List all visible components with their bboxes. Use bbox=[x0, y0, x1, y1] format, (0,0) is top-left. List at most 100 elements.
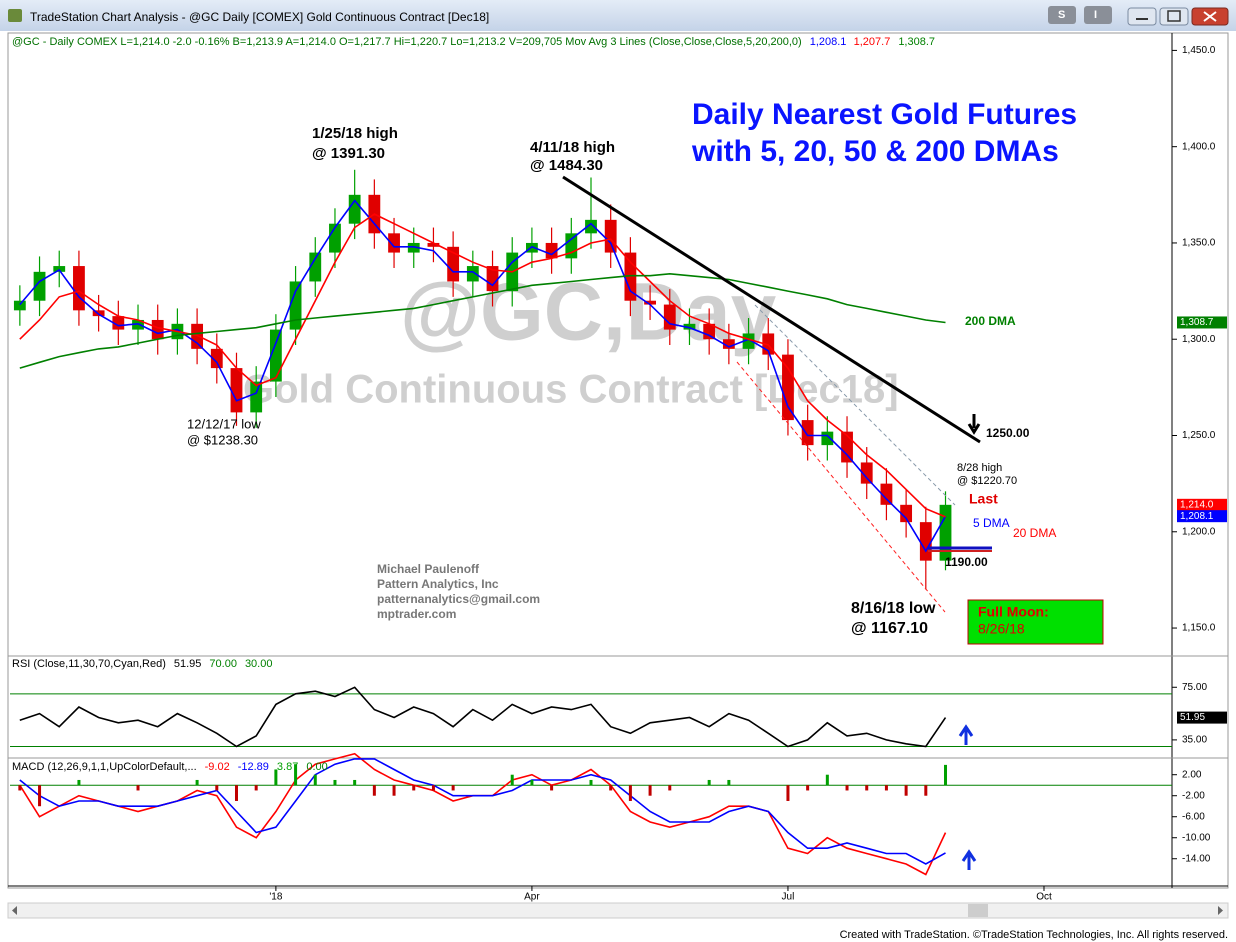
scroll-left[interactable] bbox=[12, 906, 17, 915]
scroll-thumb[interactable] bbox=[968, 904, 988, 917]
series-label: 20 DMA bbox=[1013, 526, 1056, 540]
candle-body bbox=[210, 348, 223, 369]
candle-body bbox=[939, 504, 952, 561]
histogram-bar bbox=[412, 785, 416, 791]
study-value: -9.02 bbox=[205, 761, 230, 773]
plot-layer: '18 Apr Jul Oct 1,150.0 1,200.0 1,250.0 1,300.0… bbox=[10, 36, 1227, 903]
y-tick-label: 1,350.0 bbox=[1182, 238, 1216, 249]
annotation: Full Moon: bbox=[978, 604, 1049, 620]
histogram-bar bbox=[195, 779, 199, 786]
annotation: 4/11/18 high bbox=[530, 139, 615, 156]
candle-body bbox=[565, 233, 578, 259]
candle-body bbox=[466, 266, 479, 282]
histogram-bar bbox=[727, 779, 731, 786]
candle-body bbox=[53, 266, 66, 272]
price-badge bbox=[1177, 711, 1227, 724]
candle-body bbox=[250, 381, 263, 413]
histogram-bar bbox=[530, 779, 534, 786]
candle-body bbox=[388, 233, 400, 253]
x-tick-label: '18 bbox=[269, 892, 282, 903]
watermark-symbol: @GC,Day bbox=[400, 267, 777, 358]
candle-body bbox=[269, 329, 282, 382]
candle-body bbox=[644, 300, 656, 305]
candle-body bbox=[821, 431, 834, 446]
histogram-bar bbox=[254, 785, 258, 791]
down-trendline bbox=[562, 175, 981, 444]
study-header: MACD (12,26,9,1,1,UpColorDefault,... -9.0… bbox=[12, 761, 328, 773]
histogram-bar bbox=[136, 785, 140, 791]
symbol-button[interactable] bbox=[1048, 6, 1076, 24]
annotation: 1/25/18 high bbox=[312, 125, 398, 142]
price-badge-label: 51.95 bbox=[1180, 712, 1205, 723]
maximize-glyph bbox=[1167, 10, 1181, 22]
candle-body bbox=[73, 266, 85, 311]
candle-body bbox=[585, 219, 597, 234]
annotation: Last bbox=[969, 491, 998, 507]
candle-body bbox=[545, 242, 558, 259]
y-tick-label: 1,250.0 bbox=[1182, 430, 1216, 441]
annotation: 1190.00 bbox=[945, 555, 988, 569]
price-badge-label: 1,214.0 bbox=[1180, 499, 1214, 510]
annotation: 8/26/18 bbox=[978, 621, 1025, 637]
series-line bbox=[19, 272, 946, 369]
scrollbar[interactable] bbox=[7, 902, 1229, 919]
candle-body bbox=[289, 281, 302, 330]
histogram-bar bbox=[609, 785, 613, 791]
x-tick-label: Apr bbox=[524, 892, 540, 903]
x-tick-label: Jul bbox=[782, 892, 795, 903]
symbol-button-label[interactable]: S bbox=[1058, 9, 1065, 21]
scroll-right[interactable] bbox=[1218, 906, 1223, 915]
candle-body bbox=[663, 304, 676, 330]
candle-body bbox=[683, 323, 696, 330]
histogram-bar bbox=[924, 785, 928, 796]
candle-body bbox=[447, 246, 460, 282]
series-line bbox=[19, 758, 946, 865]
study-header: @GC - Daily COMEX L=1,214.0 -2.0 -0.16% … bbox=[12, 36, 935, 48]
close-glyph bbox=[1203, 11, 1217, 22]
candle-body bbox=[112, 316, 125, 330]
signature: Pattern Analytics, Inc bbox=[377, 577, 499, 591]
histogram-bar bbox=[648, 785, 652, 796]
candle-body bbox=[919, 522, 932, 561]
histogram-bar bbox=[38, 785, 42, 807]
candle-body bbox=[782, 354, 794, 421]
candle-body bbox=[151, 319, 164, 340]
level-value: 70.00 bbox=[209, 658, 237, 670]
histogram-bar bbox=[451, 785, 455, 791]
app-icon bbox=[8, 9, 22, 22]
indicator-button-label[interactable]: I bbox=[1094, 9, 1097, 21]
study-value: 51.95 bbox=[174, 658, 202, 670]
y-tick-label: 1,400.0 bbox=[1182, 141, 1216, 152]
note-box bbox=[967, 599, 1104, 645]
y-tick-label: 1,150.0 bbox=[1182, 623, 1216, 634]
annotation: @ 1167.10 bbox=[851, 620, 928, 637]
series-line bbox=[19, 686, 947, 748]
study-header: RSI (Close,11,30,70,Cyan,Red) 51.95 70.00 3… bbox=[12, 658, 272, 670]
candle-body bbox=[427, 242, 440, 247]
candle-body bbox=[722, 339, 735, 349]
arrow bbox=[958, 724, 974, 745]
price-badge-label: 1,308.7 bbox=[1180, 317, 1214, 328]
y-tick-label: 1,200.0 bbox=[1182, 526, 1216, 537]
signature: patternanalytics@gmail.com bbox=[377, 592, 540, 606]
study-title: @GC - Daily COMEX L=1,214.0 -2.0 -0.16% … bbox=[12, 36, 802, 48]
series-label: 200 DMA bbox=[965, 314, 1016, 328]
study-value: 1,208.1 bbox=[810, 36, 847, 48]
price-badge bbox=[1177, 498, 1227, 511]
arrow bbox=[961, 849, 977, 870]
maximize-button[interactable] bbox=[1159, 7, 1189, 26]
level-value: 0.00 bbox=[306, 761, 327, 773]
study-title: RSI (Close,11,30,70,Cyan,Red) bbox=[12, 658, 166, 670]
minimize-button[interactable] bbox=[1127, 7, 1157, 26]
arrow bbox=[967, 414, 981, 435]
candle-body bbox=[33, 271, 46, 301]
histogram-bar bbox=[18, 785, 22, 791]
indicator-button[interactable] bbox=[1084, 6, 1112, 24]
annotation: 8/16/18 low bbox=[851, 600, 936, 617]
candle-body bbox=[624, 252, 637, 301]
headline: with 5, 20, 50 & 200 DMAs bbox=[691, 135, 1059, 168]
histogram-bar bbox=[353, 779, 357, 786]
histogram-bar bbox=[944, 764, 948, 786]
candle-body bbox=[329, 223, 341, 253]
